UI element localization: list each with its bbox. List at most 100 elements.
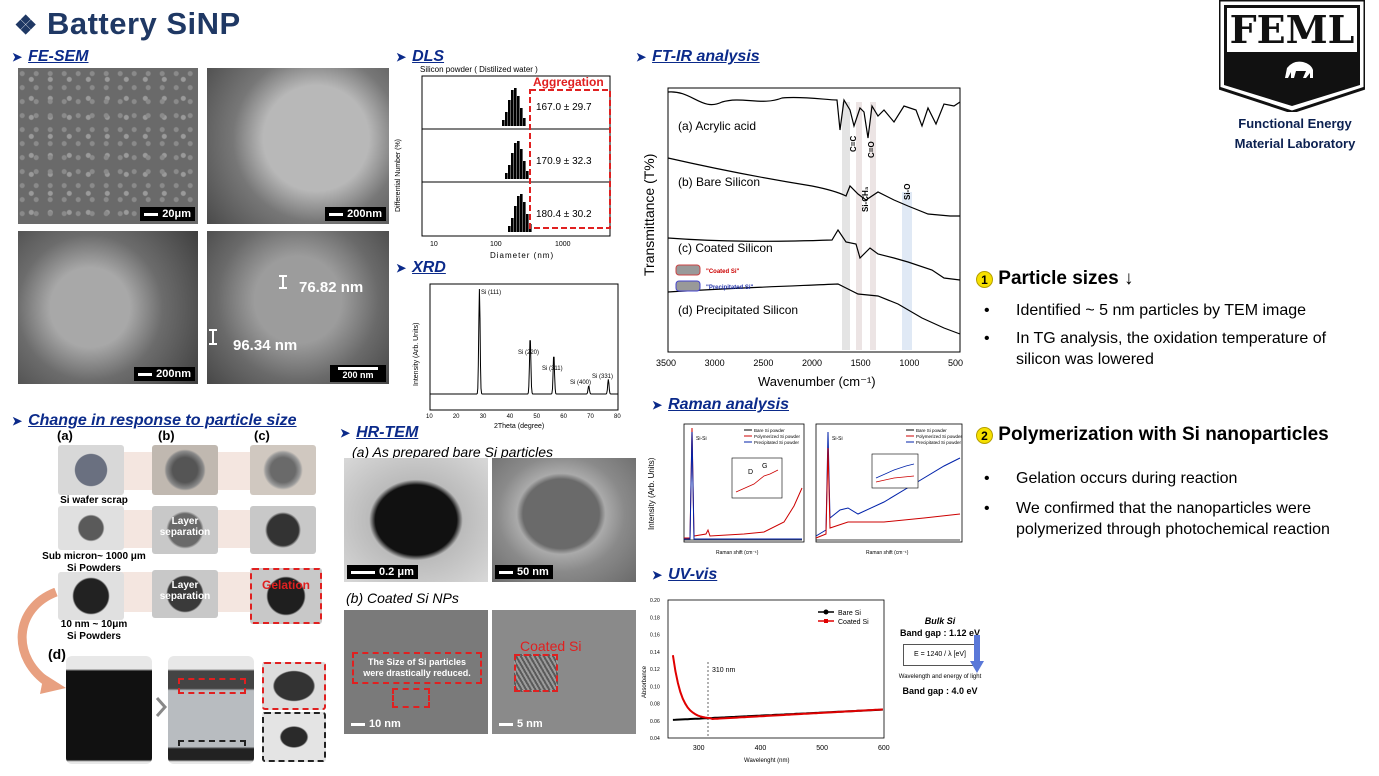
uvvis-marker: 310 nm bbox=[712, 667, 736, 674]
raman-peak: Si-Si bbox=[696, 436, 707, 442]
raman-legend-entry: Polymerized Si powder bbox=[754, 434, 801, 439]
sem-image-3: 200nm bbox=[18, 231, 198, 384]
dls-value-3: 180.4 ± 30.2 bbox=[536, 209, 592, 220]
sample-label-2: Sub micron~ 1000 μm Si Powders bbox=[42, 551, 146, 574]
xrd-xtick: 10 bbox=[426, 414, 433, 420]
section-uvvis: ➤ UV-vis bbox=[652, 566, 718, 583]
scale-bar: 5 nm bbox=[495, 717, 547, 731]
tem-image-3: The Size of Si particles were drasticall… bbox=[344, 610, 488, 734]
ftir-xtick: 3000 bbox=[705, 358, 725, 368]
number-badge: 2 bbox=[976, 427, 993, 444]
uvvis-ytick: 0.20 bbox=[650, 598, 660, 604]
dls-bar bbox=[517, 141, 520, 179]
uvvis-ytick: 0.08 bbox=[650, 702, 660, 708]
down-arrow-icon bbox=[970, 635, 984, 675]
scale-bar: 0.2 μm bbox=[347, 565, 418, 579]
xrd-peak: Si (311) bbox=[542, 366, 563, 372]
chevron-right-icon bbox=[155, 697, 168, 717]
uvvis-xtick: 600 bbox=[878, 745, 890, 752]
sample-photo-b1 bbox=[152, 445, 218, 495]
dls-bar bbox=[508, 226, 511, 232]
raman-legend-entry: Bare Si powder bbox=[754, 428, 785, 433]
sem-image-4: 76.82 nm 96.34 nm 200 nm bbox=[207, 231, 389, 384]
dls-bar bbox=[520, 194, 523, 232]
xrd-ylabel: Intensity (Arb. Units) bbox=[413, 323, 420, 386]
nano-gap: Band gap : 4.0 eV bbox=[902, 686, 978, 696]
dls-ylabel: Differential Number (%) bbox=[395, 139, 402, 212]
finding-2-title: 2 Polymerization with Si nanoparticles bbox=[976, 424, 1366, 446]
uvvis-ytick: 0.04 bbox=[650, 736, 660, 742]
dls-aggregation-label: Aggregation bbox=[533, 75, 604, 89]
uvvis-xtick: 400 bbox=[755, 745, 767, 752]
scale-bar: 50 nm bbox=[495, 565, 553, 579]
xrd-chart: Si (111) Si (220) Si (311) Si (400) Si (… bbox=[413, 283, 621, 430]
sample-photo-c1 bbox=[250, 445, 316, 495]
layer-separation-label: Layer separation bbox=[159, 580, 211, 602]
highlight-box bbox=[392, 688, 430, 708]
dls-bar bbox=[511, 90, 514, 126]
dls-xtick: 10 bbox=[430, 241, 438, 248]
uvvis-ytick: 0.10 bbox=[650, 684, 660, 690]
dls-bar bbox=[520, 108, 523, 126]
uvvis-chart: 300 400 500 600 0.20 0.18 0.16 0.14 0.12 0.10 0.08… bbox=[642, 598, 890, 764]
section-ftir: ➤ FT-IR analysis bbox=[636, 48, 760, 65]
sample-photo-b2: Layer separation bbox=[152, 506, 218, 554]
sem-image-1: 20μm bbox=[18, 68, 198, 224]
logo-caption: Functional Energy Material Laboratory bbox=[1234, 116, 1356, 151]
ftir-xtick: 1500 bbox=[851, 358, 871, 368]
dls-bar bbox=[520, 149, 523, 179]
dls-bar bbox=[526, 171, 529, 179]
dls-header: Silicon powder ( Distilized water ) bbox=[420, 65, 538, 74]
dls-xlabel: Diameter (nm) bbox=[490, 251, 554, 260]
dls-xtick: 100 bbox=[490, 241, 502, 248]
ftir-curve-label: (a) Acrylic acid bbox=[678, 119, 756, 133]
dls-bar bbox=[523, 118, 526, 126]
xrd-peak: Si (111) bbox=[481, 290, 501, 296]
uvvis-ytick: 0.14 bbox=[650, 650, 660, 656]
section-change: ➤ Change in response to particle size bbox=[12, 412, 297, 429]
sample-photo-b3: Layer separation bbox=[152, 570, 218, 618]
finding-bullet: • Identified ~ 5 nm particles by TEM imag… bbox=[984, 302, 1307, 319]
measure-marker bbox=[279, 275, 287, 289]
raman-peak: Si-Si bbox=[832, 436, 843, 442]
section-raman: ➤ Raman analysis bbox=[652, 396, 790, 413]
reduction-note: The Size of Si particles were drasticall… bbox=[352, 652, 482, 684]
uvvis-legend: Bare Si bbox=[838, 610, 861, 617]
raman-xlabel: Raman shift (cm⁻¹) bbox=[716, 550, 759, 556]
dls-xtick: 1000 bbox=[555, 241, 571, 248]
coated-si-label: Coated Si bbox=[520, 638, 582, 654]
uvvis-ytick: 0.18 bbox=[650, 615, 660, 621]
sample-photo-c3: Gelation bbox=[250, 568, 322, 624]
raman-legend-entry: Precipitated Si powder bbox=[916, 440, 962, 445]
measure-marker bbox=[209, 329, 217, 345]
raman-peak: D bbox=[748, 469, 753, 476]
measure-label-1: 76.82 nm bbox=[299, 279, 364, 296]
xrd-xtick: 20 bbox=[453, 414, 460, 420]
ftir-legend: "Coated Si" bbox=[706, 269, 740, 275]
sample-photo-a2 bbox=[58, 506, 124, 550]
highlight-box bbox=[178, 678, 246, 694]
sample-label-1: Si wafer scrap bbox=[60, 495, 128, 506]
ftir-xtick: 2500 bbox=[753, 358, 773, 368]
section-xrd: ➤ XRD bbox=[396, 259, 446, 276]
uvvis-ytick: 0.06 bbox=[650, 719, 660, 725]
tem-image-4: Coated Si 5 nm bbox=[492, 610, 636, 734]
dls-bar bbox=[508, 100, 511, 126]
page-title: ❖ Battery SiNP bbox=[14, 6, 241, 41]
ftir-chart: (a) Acrylic acid (b) Bare Silicon (c) Co… bbox=[641, 87, 963, 389]
ftir-xtick: 500 bbox=[948, 358, 963, 368]
xrd-xtick: 40 bbox=[507, 414, 514, 420]
col-label-b: (b) bbox=[158, 428, 175, 443]
ftir-xlabel: Wavenumber (cm⁻¹) bbox=[758, 374, 876, 389]
uvvis-ytick: 0.12 bbox=[650, 667, 660, 673]
finding-bullet: • Gelation occurs during reaction bbox=[984, 470, 1238, 487]
finding-2: 2 Polymerization with Si nanoparticles •… bbox=[976, 424, 1366, 540]
formula-caption: Wavelength and energy of light bbox=[898, 674, 982, 680]
raman-xlabel: Raman shift (cm⁻¹) bbox=[866, 550, 909, 556]
col-label-a: (a) bbox=[57, 428, 73, 443]
hrtem-caption-b: (b) Coated Si NPs bbox=[346, 590, 459, 606]
dls-bar bbox=[511, 153, 514, 179]
panel-d-label: (d) bbox=[48, 646, 66, 662]
raman-legend-entry: Precipitated Si powder bbox=[754, 440, 800, 445]
layer-separation-label: Layer separation bbox=[159, 516, 211, 538]
